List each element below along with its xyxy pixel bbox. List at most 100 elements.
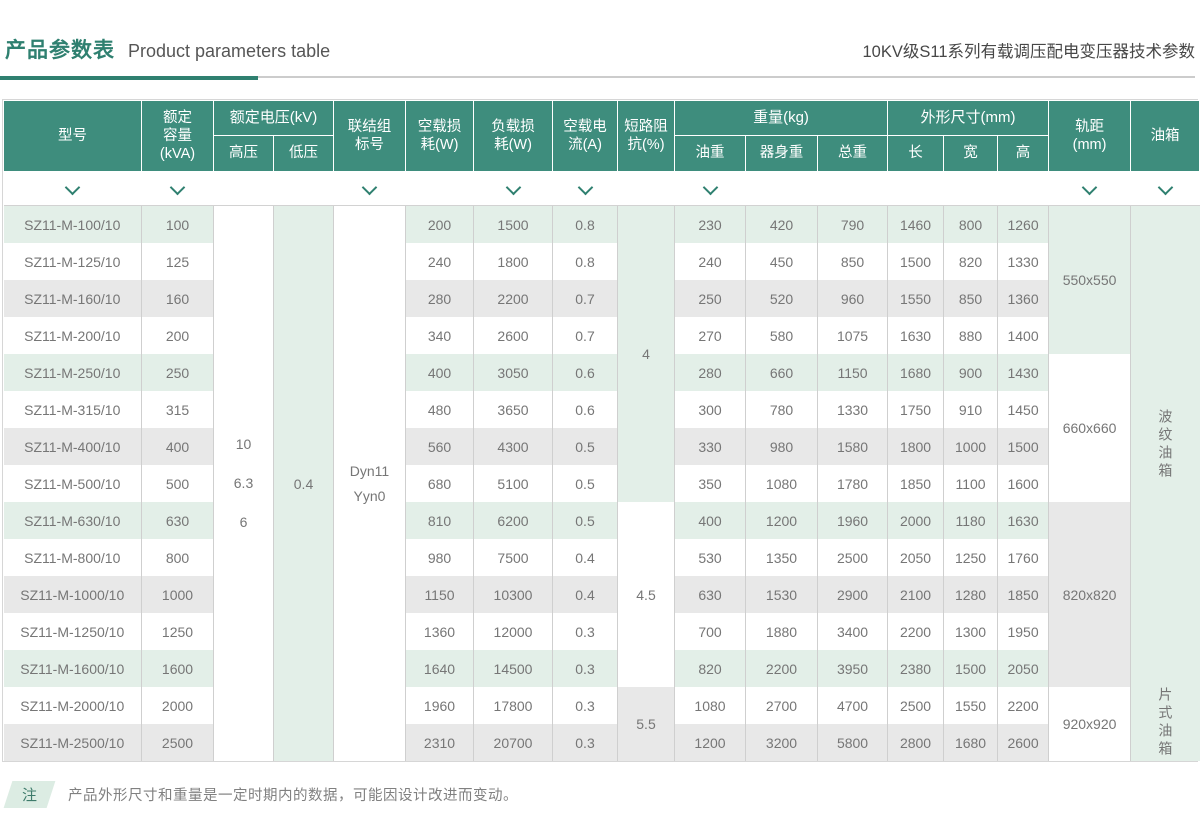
no-load-loss-cell: 400 — [405, 354, 474, 391]
height-cell: 2200 — [997, 687, 1049, 724]
length-cell: 2100 — [887, 576, 944, 613]
body-weight-cell: 420 — [745, 205, 818, 243]
total-weight-cell: 850 — [816, 243, 888, 280]
col-header-height: 高 — [997, 135, 1050, 172]
note-badge-label: 注 — [22, 787, 38, 804]
height-cell: 1850 — [997, 576, 1049, 613]
oil-weight-cell: 700 — [674, 613, 746, 650]
col-header-oil-weight: 油重 — [674, 135, 746, 172]
length-cell: 1500 — [887, 243, 944, 280]
chevron-down-icon — [64, 179, 81, 195]
vector-group-cell: Dyn11 Yyn0 — [333, 205, 406, 761]
tank-label: 波纹油箱 — [1157, 409, 1174, 481]
chevron-cell — [1130, 171, 1200, 206]
oil-weight-cell: 400 — [674, 502, 746, 539]
table-row: SZ11-M-200/10 200 340 2600 0.7 270 580 1075 1630… — [3, 317, 1200, 354]
capacity-cell: 160 — [141, 280, 214, 317]
total-weight-cell: 1780 — [816, 465, 888, 502]
width-cell: 800 — [943, 205, 998, 243]
total-weight-cell: 2500 — [816, 539, 888, 576]
body-weight-cell: 520 — [745, 280, 818, 317]
table-row: SZ11-M-315/10 315 480 3650 0.6 300 780 1330 1750… — [3, 391, 1200, 428]
impedance-cell: 4.5 — [617, 502, 675, 687]
no-load-current-cell: 0.6 — [552, 354, 618, 391]
capacity-cell: 1600 — [141, 650, 214, 687]
capacity-cell: 630 — [141, 502, 214, 539]
body-weight-cell: 1080 — [745, 465, 818, 502]
table-header: 型号 额定 容量 (kVA) 额定电压(kV) 联结组 标号 空载损 耗(W) … — [3, 100, 1200, 172]
height-cell: 1430 — [997, 354, 1049, 391]
length-cell: 1800 — [887, 428, 944, 465]
capacity-cell: 1000 — [141, 576, 214, 613]
no-load-loss-cell: 200 — [405, 205, 474, 243]
col-header-width: 宽 — [943, 135, 999, 172]
total-weight-cell: 790 — [816, 205, 888, 243]
load-loss-cell: 14500 — [473, 650, 553, 687]
body-weight-cell: 450 — [745, 243, 818, 280]
chevron-cell — [674, 171, 746, 206]
model-cell: SZ11-M-630/10 — [3, 502, 142, 539]
model-cell: SZ11-M-2000/10 — [3, 687, 142, 724]
impedance-cell: 5.5 — [617, 687, 675, 761]
table-row: SZ11-M-500/10 500 680 5100 0.5 350 1080 1780 185… — [3, 465, 1200, 502]
model-cell: SZ11-M-315/10 — [3, 391, 142, 428]
parameters-table-wrap: 型号 额定 容量 (kVA) 额定电压(kV) 联结组 标号 空载损 耗(W) … — [2, 99, 1200, 762]
gauge-cell: 550x550 — [1048, 205, 1131, 354]
height-cell: 1330 — [997, 243, 1049, 280]
chevron-down-icon — [1157, 179, 1173, 195]
page-title-en: Product parameters table — [128, 41, 331, 61]
chevron-cell — [887, 171, 944, 206]
width-cell: 1680 — [943, 724, 998, 761]
table-row: SZ11-M-2500/10 2500 2310 20700 0.3 1200 3200 58… — [3, 724, 1200, 761]
oil-weight-cell: 300 — [674, 391, 746, 428]
oil-weight-cell: 820 — [674, 650, 746, 687]
col-header-total-weight: 总重 — [816, 135, 889, 172]
col-header-load-loss: 负载损 耗(W) — [473, 100, 553, 172]
table-body: SZ11-M-100/10 100 10 6.3 6 0.4 Dyn11 Yyn0 200… — [3, 205, 1200, 761]
capacity-cell: 2500 — [141, 724, 214, 761]
col-header-hv: 高压 — [213, 135, 274, 172]
col-header-voltage-group: 额定电压(kV) — [213, 100, 334, 136]
table-row: SZ11-M-160/10 160 280 2200 0.7 250 520 960 1550 8… — [3, 280, 1200, 317]
model-cell: SZ11-M-125/10 — [3, 243, 142, 280]
chevron-cell — [997, 171, 1049, 206]
length-cell: 1680 — [887, 354, 944, 391]
height-cell: 1760 — [997, 539, 1049, 576]
oil-weight-cell: 270 — [674, 317, 746, 354]
oil-weight-cell: 250 — [674, 280, 746, 317]
page-subtitle: 10KV级S11系列有载调压配电变压器技术参数 — [862, 43, 1196, 61]
chevron-cell — [473, 171, 553, 206]
no-load-loss-cell: 480 — [405, 391, 474, 428]
chevron-indicator-row — [3, 171, 1200, 206]
chevron-down-icon — [169, 179, 186, 195]
length-cell: 2500 — [887, 687, 944, 724]
no-load-loss-cell: 810 — [405, 502, 474, 539]
total-weight-cell: 1960 — [816, 502, 888, 539]
gauge-cell: 660x660 — [1048, 354, 1131, 502]
body-weight-cell: 780 — [745, 391, 818, 428]
model-cell: SZ11-M-100/10 — [3, 205, 142, 243]
no-load-loss-cell: 680 — [405, 465, 474, 502]
load-loss-cell: 10300 — [473, 576, 553, 613]
load-loss-cell: 20700 — [473, 724, 553, 761]
width-cell: 1180 — [943, 502, 998, 539]
capacity-cell: 400 — [141, 428, 214, 465]
col-header-no-load-loss: 空载损 耗(W) — [405, 100, 474, 172]
no-load-loss-cell: 980 — [405, 539, 474, 576]
table-row: SZ11-M-1250/10 1250 1360 12000 0.3 700 1880 340… — [3, 613, 1200, 650]
no-load-loss-cell: 280 — [405, 280, 474, 317]
oil-weight-cell: 240 — [674, 243, 746, 280]
chevron-cell — [617, 171, 675, 206]
gauge-cell: 920x920 — [1048, 687, 1131, 761]
capacity-cell: 500 — [141, 465, 214, 502]
load-loss-cell: 4300 — [473, 428, 553, 465]
capacity-cell: 800 — [141, 539, 214, 576]
height-cell: 1630 — [997, 502, 1049, 539]
chevron-cell — [3, 171, 142, 206]
col-header-body-weight: 器身重 — [745, 135, 818, 172]
height-cell: 1600 — [997, 465, 1049, 502]
col-header-dimensions-group: 外形尺寸(mm) — [887, 100, 1050, 136]
width-cell: 900 — [943, 354, 998, 391]
col-header-weight-group: 重量(kg) — [673, 100, 889, 136]
